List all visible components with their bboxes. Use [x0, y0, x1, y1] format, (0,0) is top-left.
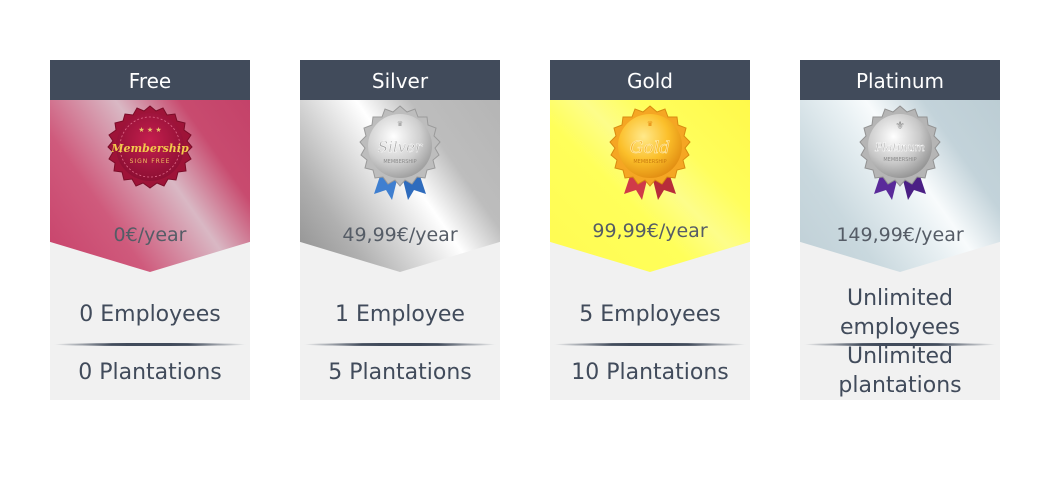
plan-title: Free — [50, 60, 250, 100]
plan-feature-plantations: 10 Plantations — [571, 360, 729, 385]
svg-text:MEMBERSHIP: MEMBERSHIP — [633, 159, 666, 165]
plan-price: 0€/year — [113, 224, 187, 246]
svg-text:⚜: ⚜ — [895, 119, 905, 132]
plan-card-free[interactable]: Free ★ ★ ★ Membership SIGN FREE 0€/year … — [50, 60, 250, 400]
divider — [804, 343, 996, 346]
svg-text:MEMBERSHIP: MEMBERSHIP — [383, 159, 416, 165]
plan-card-gold[interactable]: Gold ♛ Gold MEMBERSHIP 99,99€/year — [550, 60, 750, 400]
svg-text:★ ★ ★: ★ ★ ★ — [138, 126, 161, 134]
platinum-medal-icon: ⚜ Platinum MEMBERSHIP — [859, 105, 941, 200]
plan-hero: ♛ Gold MEMBERSHIP 99,99€/year — [550, 100, 750, 272]
plan-card-silver[interactable]: Silver ♛ Silver MEMBERSHIP 49,99€/ye — [300, 60, 500, 400]
plan-feature-employees: 0 Employees — [79, 302, 221, 327]
membership-seal-icon: ★ ★ ★ Membership SIGN FREE — [107, 105, 193, 189]
svg-text:♛: ♛ — [647, 120, 653, 128]
divider — [304, 343, 496, 346]
gold-medal-icon: ♛ Gold MEMBERSHIP — [609, 105, 691, 200]
svg-text:Membership: Membership — [110, 142, 189, 155]
plan-feature-employees: 1 Employee — [335, 302, 465, 327]
plan-card-platinum[interactable]: Platinum ⚜ Platinum MEMBERSHIP 149,9 — [800, 60, 1000, 400]
plan-price: 99,99€/year — [592, 220, 708, 242]
silver-medal-icon: ♛ Silver MEMBERSHIP — [359, 105, 441, 200]
plan-hero: ⚜ Platinum MEMBERSHIP 149,99€/year — [800, 100, 1000, 272]
svg-text:MEMBERSHIP: MEMBERSHIP — [883, 157, 916, 163]
svg-text:Silver: Silver — [378, 138, 423, 156]
plan-feature-plantations: 5 Plantations — [328, 360, 472, 385]
plan-feature-plantations: Unlimited plantations — [838, 344, 962, 398]
plan-title: Gold — [550, 60, 750, 100]
plan-title: Silver — [300, 60, 500, 100]
svg-text:SIGN FREE: SIGN FREE — [130, 158, 171, 165]
plan-feature-employees: Unlimited employees — [839, 286, 961, 340]
divider — [554, 343, 746, 346]
plan-feature-plantations: 0 Plantations — [78, 360, 222, 385]
plan-hero: ♛ Silver MEMBERSHIP 49,99€/year — [300, 100, 500, 272]
plan-price: 149,99€/year — [836, 224, 964, 246]
plan-title: Platinum — [800, 60, 1000, 100]
svg-text:Platinum: Platinum — [874, 141, 925, 154]
divider — [54, 343, 246, 346]
plan-hero: ★ ★ ★ Membership SIGN FREE 0€/year — [50, 100, 250, 272]
svg-text:Gold: Gold — [630, 138, 670, 158]
plan-price: 49,99€/year — [342, 224, 458, 246]
plan-feature-employees: 5 Employees — [579, 302, 721, 327]
svg-text:♛: ♛ — [397, 120, 403, 128]
